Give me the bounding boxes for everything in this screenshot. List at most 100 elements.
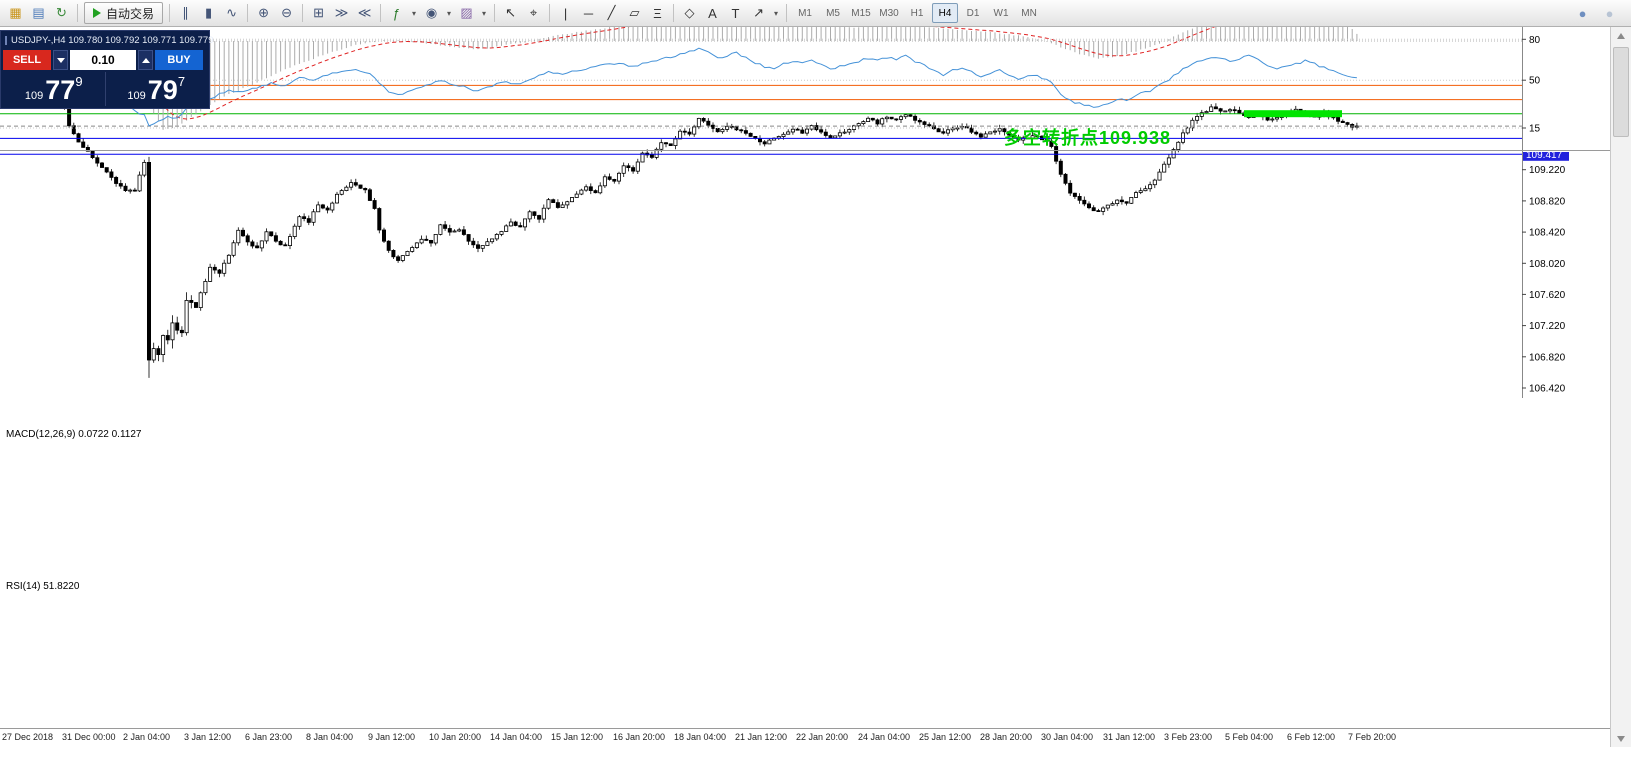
chart-icon: [5, 36, 7, 45]
shapes-icon[interactable]: ◇: [684, 5, 695, 20]
pivot-annotation-text: 多空转折点109.938: [1004, 128, 1172, 148]
svg-text:107.220: 107.220: [1529, 321, 1566, 332]
svg-text:108.820: 108.820: [1529, 196, 1566, 207]
toolbar-file-group: ▦ ▤ ↻: [4, 2, 73, 24]
time-axis-label: 14 Jan 04:00: [490, 732, 543, 742]
toolbar-separator: [77, 4, 78, 22]
trade-controls-row: SELL BUY: [3, 49, 207, 71]
time-axis-label: 18 Jan 04:00: [674, 732, 727, 742]
svg-text:80: 80: [1529, 35, 1541, 46]
zoom-in-icon[interactable]: ⊕: [258, 5, 269, 20]
rsi-line: [7, 47, 1357, 127]
vertical-scrollbar[interactable]: [1610, 27, 1631, 747]
trendline-icon[interactable]: ╱: [607, 5, 616, 20]
auto-scroll-icon[interactable]: ≫: [334, 5, 349, 20]
time-axis-label: 3 Feb 23:00: [1164, 732, 1213, 742]
arrows-dropdown-icon[interactable]: ▾: [774, 8, 779, 18]
scrollbar-thumb[interactable]: [1613, 47, 1629, 137]
support-chat-icon[interactable]: ●: [1605, 5, 1614, 21]
buy-price-pip: 7: [177, 74, 186, 89]
pivot-highlight-bar: [1244, 110, 1342, 118]
fibonacci-icon[interactable]: Ξ: [653, 5, 662, 21]
time-axis-label: 9 Jan 12:00: [368, 732, 416, 742]
timeframe-mn-button[interactable]: MN: [1021, 7, 1037, 19]
timeframe-d1-button[interactable]: D1: [966, 7, 980, 19]
zoom-out-icon[interactable]: ⊖: [281, 5, 292, 20]
time-axis-label: 31 Jan 12:00: [1103, 732, 1156, 742]
timeframe-w1-button[interactable]: W1: [993, 7, 1009, 19]
time-axis-label: 3 Jan 12:00: [184, 732, 232, 742]
bar-chart-icon[interactable]: ∥: [182, 5, 189, 20]
templates-icon[interactable]: ▨: [460, 5, 473, 20]
timeframe-m30-button[interactable]: M30: [879, 7, 899, 19]
buy-price-big: 79: [147, 75, 178, 105]
refresh-icon[interactable]: ↻: [56, 5, 67, 20]
crosshair-icon[interactable]: ⌖: [529, 5, 538, 20]
channel-icon[interactable]: ▱: [629, 5, 640, 20]
triangle-down-icon: [1617, 735, 1625, 742]
tile-windows-icon[interactable]: ⊞: [313, 5, 324, 20]
svg-text:107.620: 107.620: [1529, 290, 1566, 301]
timeframe-m1-button[interactable]: M1: [798, 7, 812, 19]
one-click-trading-panel: USDJPY-,H4 109.780 109.792 109.771 109.7…: [0, 30, 213, 109]
play-icon: [93, 8, 101, 18]
line-chart-icon[interactable]: ∿: [226, 5, 237, 20]
scroll-down-button[interactable]: [1611, 730, 1631, 747]
toolbar-separator: [169, 4, 171, 22]
time-axis[interactable]: 27 Dec 2018 31 Dec 00:00 2 Jan 04:00 3 Jan …: [0, 728, 1610, 747]
text-icon[interactable]: A: [708, 5, 717, 21]
buy-button[interactable]: BUY: [155, 50, 203, 70]
lot-size-input[interactable]: [70, 50, 136, 70]
scroll-up-button[interactable]: [1611, 27, 1631, 44]
time-axis-label: 30 Jan 04:00: [1041, 732, 1094, 742]
candles-layer: [6, 83, 1359, 378]
time-axis-label: 16 Jan 20:00: [613, 732, 666, 742]
svg-text:15: 15: [1529, 124, 1541, 135]
label-icon[interactable]: T: [731, 5, 740, 21]
time-axis-label: 22 Jan 20:00: [796, 732, 849, 742]
arrows-icon[interactable]: ↗: [753, 5, 764, 20]
indicators-icon[interactable]: ƒ: [392, 5, 401, 21]
svg-text:106.820: 106.820: [1529, 352, 1566, 363]
community-icon[interactable]: ●: [1578, 5, 1587, 21]
horizontal-levels-layer: [0, 84, 1522, 155]
time-axis-label: 6 Jan 23:00: [245, 732, 293, 742]
timeframe-h4-button[interactable]: H4: [932, 3, 959, 23]
charts-icon[interactable]: ▤: [32, 5, 45, 20]
periods-dropdown-icon[interactable]: ▾: [447, 8, 452, 18]
sell-price-pip: 9: [75, 74, 83, 89]
new-order-icon[interactable]: ▦: [9, 5, 22, 20]
time-axis-label: 21 Jan 12:00: [735, 732, 788, 742]
sell-price-display[interactable]: 109 77 9: [3, 72, 105, 106]
indicators-dropdown-icon[interactable]: ▾: [412, 8, 417, 18]
time-axis-label: 31 Dec 00:00: [62, 732, 116, 742]
rsi-indicator-label: RSI(14) 51.8220: [6, 581, 80, 592]
auto-trading-label: 自动交易: [106, 6, 155, 21]
time-axis-label: 7 Feb 20:00: [1348, 732, 1397, 742]
svg-text:109.220: 109.220: [1529, 165, 1566, 176]
templates-dropdown-icon[interactable]: ▾: [482, 8, 487, 18]
lot-decrease-button[interactable]: [53, 50, 68, 70]
sell-button[interactable]: SELL: [3, 50, 51, 70]
toolbar-separator: [673, 4, 675, 22]
horizontal-line-icon[interactable]: ─: [583, 5, 594, 21]
chart-shift-icon[interactable]: ≪: [357, 5, 372, 20]
vertical-line-icon[interactable]: |: [563, 5, 568, 21]
timeframe-m5-button[interactable]: M5: [826, 7, 840, 19]
timeframe-toolbar: M1 M5 M15 M30 H1 H4 D1 W1 MN: [791, 3, 1043, 23]
buy-price-display[interactable]: 109 79 7: [106, 72, 208, 106]
candlestick-chart-icon[interactable]: ▮: [204, 5, 213, 20]
timeframe-h1-button[interactable]: H1: [910, 7, 924, 19]
toolbar-separator: [549, 4, 551, 22]
cursor-icon[interactable]: ↖: [505, 5, 516, 20]
lot-increase-button[interactable]: [138, 50, 153, 70]
bid-ask-display: 109 77 9 109 79 7: [3, 72, 207, 106]
price-divider: [104, 72, 106, 106]
triangle-up-icon: [141, 57, 150, 63]
svg-text:108.420: 108.420: [1529, 228, 1566, 239]
periods-icon[interactable]: ◉: [425, 5, 438, 20]
timeframe-m15-button[interactable]: M15: [851, 7, 871, 19]
auto-trading-button[interactable]: 自动交易: [84, 2, 164, 24]
buy-price-prefix: 109: [127, 90, 146, 102]
svg-text:50: 50: [1529, 76, 1541, 87]
